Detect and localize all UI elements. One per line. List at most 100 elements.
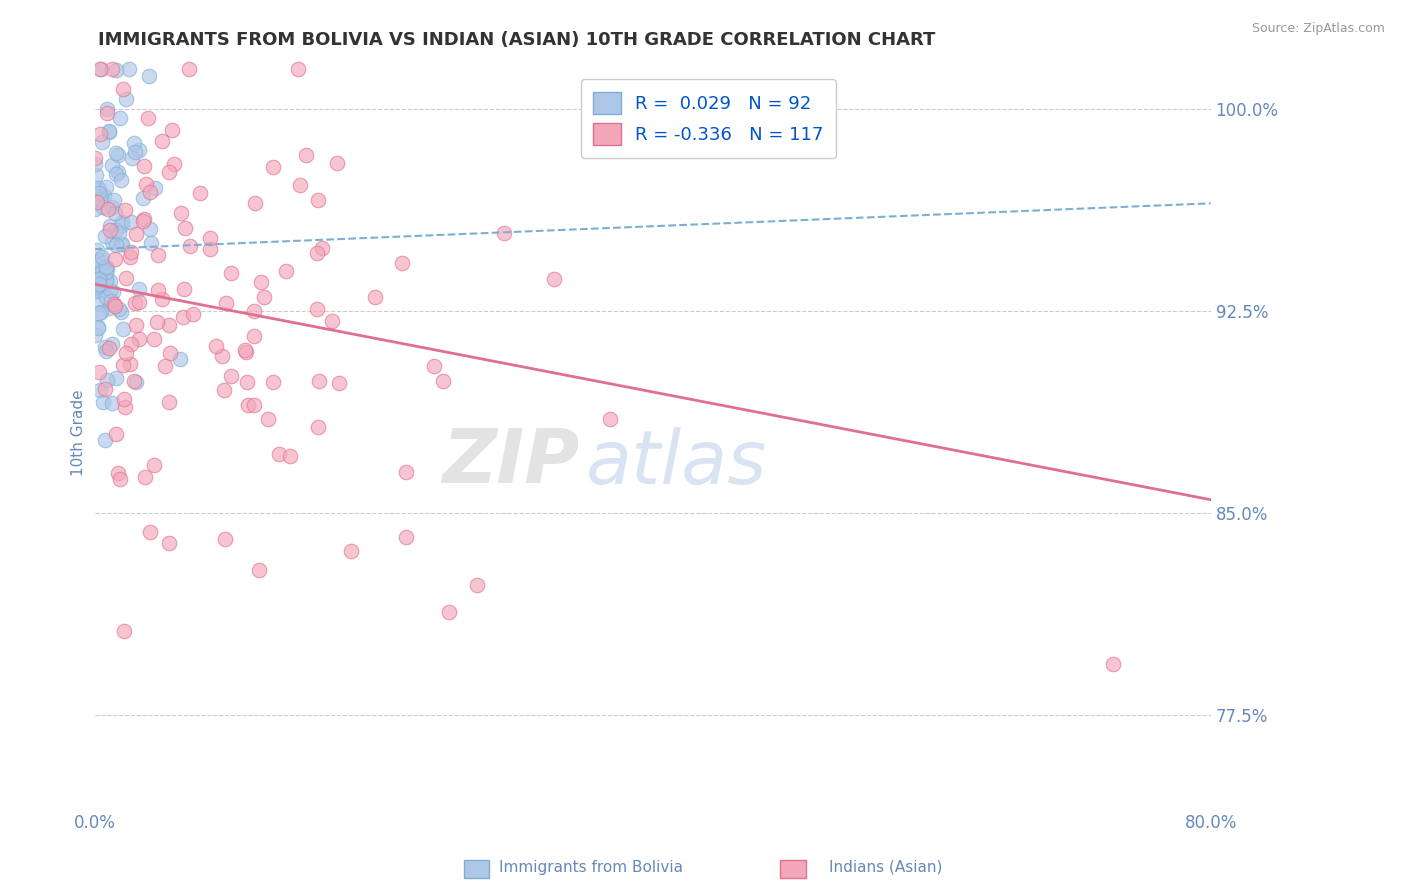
Point — [247, 563, 270, 577]
Point — [169, 352, 191, 367]
Point — [243, 398, 266, 412]
Point — [90, 62, 112, 76]
Point — [179, 62, 201, 76]
Point — [543, 271, 565, 285]
Point — [124, 145, 146, 160]
Point — [128, 295, 150, 310]
Point — [94, 290, 117, 304]
Point — [157, 535, 180, 549]
Point — [89, 306, 111, 320]
Point — [395, 530, 418, 544]
Point — [101, 396, 124, 410]
Point — [105, 222, 128, 236]
Point — [307, 420, 329, 434]
Point — [143, 458, 166, 473]
Point — [83, 151, 105, 165]
Point — [242, 328, 264, 343]
Point — [290, 178, 312, 193]
Point — [143, 332, 166, 346]
Point — [294, 148, 316, 162]
Point — [214, 532, 236, 546]
Point — [103, 194, 125, 208]
Point — [321, 314, 343, 328]
Point — [262, 375, 284, 389]
Text: Indians (Asian): Indians (Asian) — [830, 860, 942, 874]
Point — [86, 268, 108, 282]
Point — [183, 307, 205, 321]
Point — [96, 262, 118, 277]
Point — [86, 253, 108, 268]
Point — [173, 282, 195, 296]
Point — [465, 577, 488, 591]
Point — [112, 322, 135, 336]
Point — [423, 359, 446, 373]
Point — [160, 123, 183, 137]
Point — [150, 292, 173, 306]
Point — [94, 272, 117, 286]
Point — [157, 318, 180, 333]
Point — [83, 328, 105, 343]
Point — [179, 239, 201, 253]
Point — [148, 284, 170, 298]
Point — [243, 196, 266, 211]
Point — [103, 285, 125, 300]
Point — [122, 136, 145, 151]
Point — [219, 368, 242, 383]
Point — [132, 212, 155, 227]
Point — [215, 296, 238, 310]
Point — [91, 135, 114, 149]
Text: atlas: atlas — [586, 426, 768, 499]
Point — [108, 301, 131, 316]
Point — [278, 449, 301, 463]
Point — [94, 434, 117, 448]
Point — [238, 398, 260, 412]
Point — [150, 134, 173, 148]
Point — [90, 250, 112, 264]
Point — [114, 400, 136, 414]
Point — [110, 237, 132, 252]
Point — [262, 160, 284, 174]
Point — [111, 218, 134, 232]
Point — [110, 237, 132, 252]
Point — [94, 383, 117, 397]
Point — [439, 606, 461, 620]
Point — [340, 544, 363, 558]
Point — [146, 248, 169, 262]
Point — [325, 156, 347, 170]
Point — [132, 159, 155, 173]
Point — [233, 343, 256, 358]
Point — [97, 301, 120, 315]
Point — [111, 215, 134, 229]
Point — [104, 145, 127, 160]
Point — [105, 371, 128, 385]
Point — [87, 180, 110, 194]
Point — [103, 297, 125, 311]
Point — [157, 395, 180, 409]
Point — [93, 189, 115, 203]
Point — [236, 376, 259, 390]
Point — [94, 260, 117, 274]
Text: IMMIGRANTS FROM BOLIVIA VS INDIAN (ASIAN) 10TH GRADE CORRELATION CHART: IMMIGRANTS FROM BOLIVIA VS INDIAN (ASIAN… — [98, 31, 936, 49]
Point — [188, 186, 211, 200]
Point — [86, 321, 108, 335]
Point — [104, 299, 127, 313]
Point — [128, 143, 150, 157]
Point — [198, 231, 221, 245]
Point — [110, 172, 132, 186]
Point — [87, 294, 110, 309]
Point — [135, 178, 157, 192]
Point — [87, 186, 110, 200]
Point — [94, 340, 117, 354]
Text: Source: ZipAtlas.com: Source: ZipAtlas.com — [1251, 22, 1385, 36]
Point — [94, 265, 117, 279]
Point — [132, 191, 155, 205]
Point — [84, 258, 107, 272]
Point — [94, 228, 117, 243]
Point — [172, 310, 194, 324]
Point — [97, 124, 120, 138]
Point — [120, 245, 142, 260]
Point — [84, 202, 107, 217]
Point — [90, 193, 112, 207]
Point — [139, 221, 162, 235]
Point — [112, 624, 135, 638]
